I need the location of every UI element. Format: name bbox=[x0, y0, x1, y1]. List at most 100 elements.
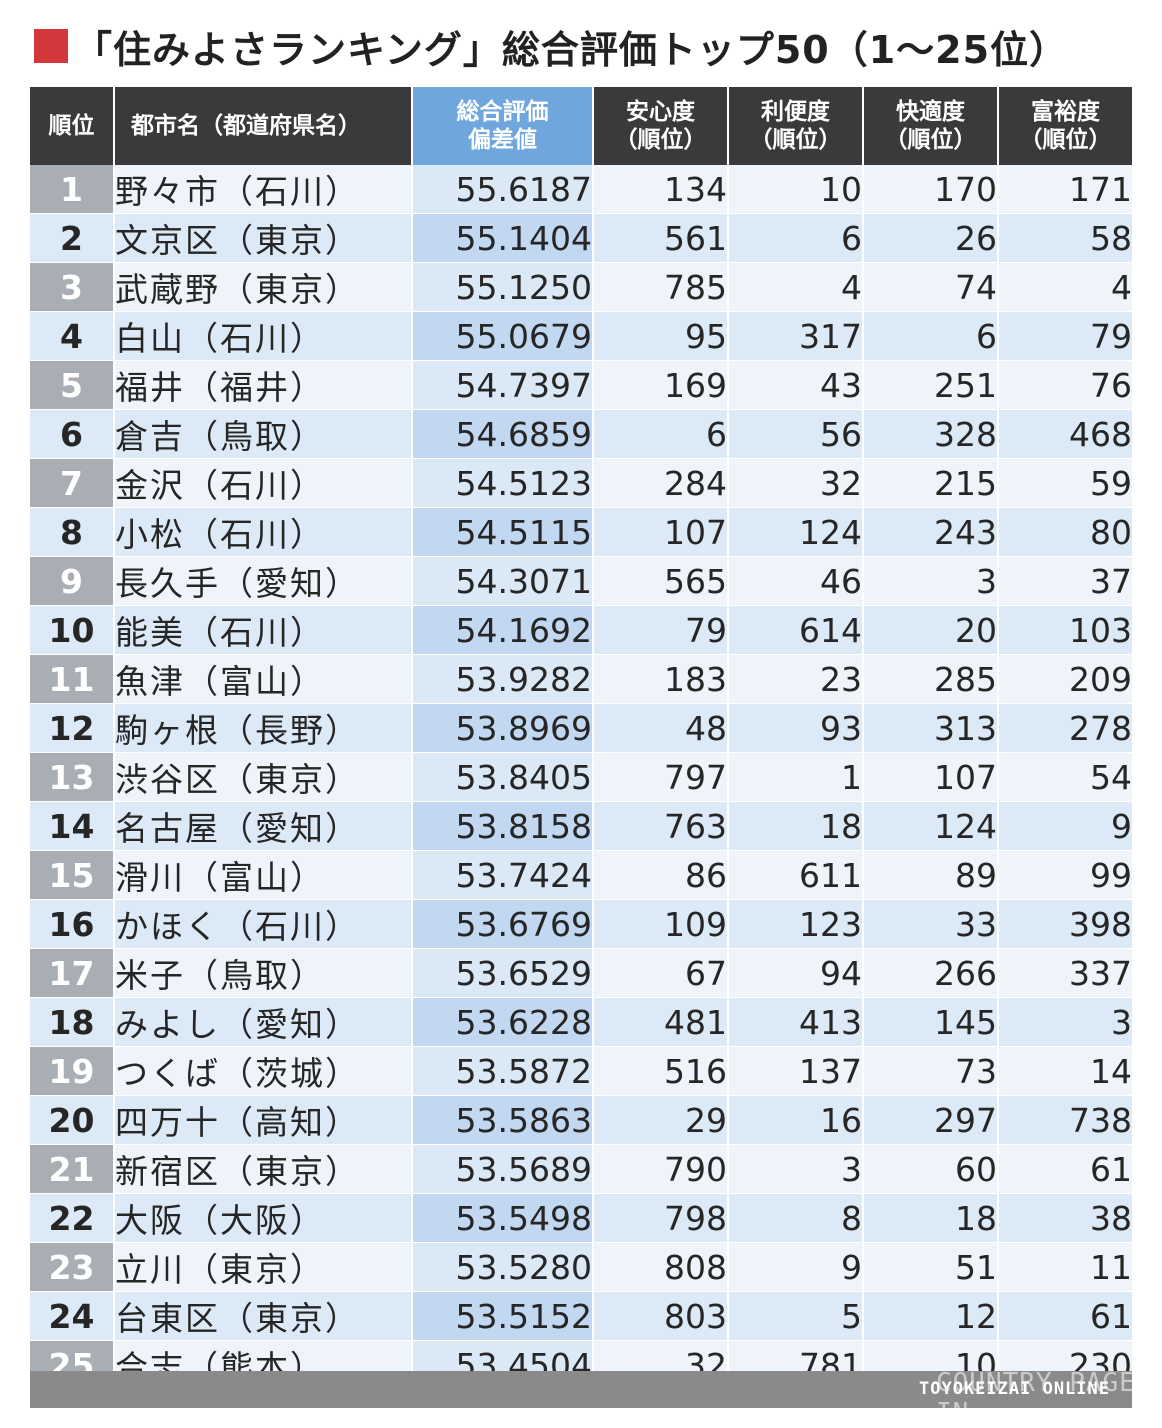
rank-cell: 14 bbox=[30, 801, 115, 851]
city-cell: 大阪（大阪） bbox=[114, 1193, 413, 1243]
safety-rank-cell: 798 bbox=[593, 1193, 729, 1243]
header-score: 総合評価 偏差値 bbox=[412, 87, 594, 165]
city-cell: 新宿区（東京） bbox=[114, 1144, 413, 1194]
convenience-rank-cell: 46 bbox=[728, 556, 864, 606]
table-row: 9 長久手（愛知） 54.3071 565 46 3 37 bbox=[30, 556, 1132, 606]
convenience-rank-cell: 18 bbox=[728, 801, 864, 851]
header-safety-line1: 安心度 bbox=[626, 99, 695, 125]
comfort-rank-cell: 145 bbox=[863, 997, 999, 1047]
title-square-icon bbox=[34, 29, 68, 63]
safety-rank-cell: 86 bbox=[593, 850, 729, 900]
convenience-rank-cell: 9 bbox=[728, 1242, 864, 1292]
rank-cell: 6 bbox=[30, 409, 115, 459]
city-cell: 文京区（東京） bbox=[114, 213, 413, 263]
convenience-rank-cell: 124 bbox=[728, 507, 864, 557]
table-row: 17 米子（鳥取） 53.6529 67 94 266 337 bbox=[30, 948, 1132, 998]
rank-cell: 22 bbox=[30, 1193, 115, 1243]
convenience-rank-cell: 32 bbox=[728, 458, 864, 508]
city-cell: 渋谷区（東京） bbox=[114, 752, 413, 802]
wealth-rank-cell: 337 bbox=[998, 948, 1132, 998]
score-cell: 55.1250 bbox=[412, 262, 594, 312]
rank-cell: 21 bbox=[30, 1144, 115, 1194]
header-safety-line2: （順位） bbox=[614, 127, 707, 153]
table-row: 18 みよし（愛知） 53.6228 481 413 145 3 bbox=[30, 997, 1132, 1047]
rank-cell: 13 bbox=[30, 752, 115, 802]
comfort-rank-cell: 18 bbox=[863, 1193, 999, 1243]
score-cell: 53.5280 bbox=[412, 1242, 594, 1292]
wealth-rank-cell: 61 bbox=[998, 1144, 1132, 1194]
comfort-rank-cell: 3 bbox=[863, 556, 999, 606]
page-title: 「住みよさランキング」総合評価トップ50（1〜25位） bbox=[74, 27, 1069, 72]
convenience-rank-cell: 611 bbox=[728, 850, 864, 900]
safety-rank-cell: 79 bbox=[593, 605, 729, 655]
rank-cell: 12 bbox=[30, 703, 115, 753]
score-cell: 53.5152 bbox=[412, 1291, 594, 1341]
table-row: 20 四万十（高知） 53.5863 29 16 297 738 bbox=[30, 1095, 1132, 1145]
score-cell: 54.1692 bbox=[412, 605, 594, 655]
comfort-rank-cell: 26 bbox=[863, 213, 999, 263]
header-city: 都市名（都道府県名） bbox=[114, 87, 413, 165]
rank-cell: 16 bbox=[30, 899, 115, 949]
wealth-rank-cell: 38 bbox=[998, 1193, 1132, 1243]
convenience-rank-cell: 93 bbox=[728, 703, 864, 753]
wealth-rank-cell: 468 bbox=[998, 409, 1132, 459]
header-convenience-line2: （順位） bbox=[749, 127, 842, 153]
city-cell: かほく（石川） bbox=[114, 899, 413, 949]
wealth-rank-cell: 58 bbox=[998, 213, 1132, 263]
comfort-rank-cell: 215 bbox=[863, 458, 999, 508]
comfort-rank-cell: 20 bbox=[863, 605, 999, 655]
table-row: 13 渋谷区（東京） 53.8405 797 1 107 54 bbox=[30, 752, 1132, 802]
wealth-rank-cell: 738 bbox=[998, 1095, 1132, 1145]
safety-rank-cell: 763 bbox=[593, 801, 729, 851]
score-cell: 53.8969 bbox=[412, 703, 594, 753]
table-row: 2 文京区（東京） 55.1404 561 6 26 58 bbox=[30, 213, 1132, 263]
wealth-rank-cell: 79 bbox=[998, 311, 1132, 361]
rank-cell: 4 bbox=[30, 311, 115, 361]
city-cell: 長久手（愛知） bbox=[114, 556, 413, 606]
comfort-rank-cell: 107 bbox=[863, 752, 999, 802]
city-cell: 四万十（高知） bbox=[114, 1095, 413, 1145]
table-row: 4 白山（石川） 55.0679 95 317 6 79 bbox=[30, 311, 1132, 361]
comfort-rank-cell: 328 bbox=[863, 409, 999, 459]
table-row: 5 福井（福井） 54.7397 169 43 251 76 bbox=[30, 360, 1132, 410]
wealth-rank-cell: 37 bbox=[998, 556, 1132, 606]
rank-cell: 24 bbox=[30, 1291, 115, 1341]
table-body: 1 野々市（石川） 55.6187 134 10 170 171 2 文京区（東京） 55.140… bbox=[30, 165, 1132, 1390]
header-wealth-line1: 富裕度 bbox=[1031, 99, 1100, 125]
safety-rank-cell: 561 bbox=[593, 213, 729, 263]
comfort-rank-cell: 243 bbox=[863, 507, 999, 557]
score-cell: 55.0679 bbox=[412, 311, 594, 361]
rank-cell: 1 bbox=[30, 165, 115, 214]
comfort-rank-cell: 51 bbox=[863, 1242, 999, 1292]
safety-rank-cell: 797 bbox=[593, 752, 729, 802]
safety-rank-cell: 785 bbox=[593, 262, 729, 312]
table-row: 8 小松（石川） 54.5115 107 124 243 80 bbox=[30, 507, 1132, 557]
rank-cell: 11 bbox=[30, 654, 115, 704]
safety-rank-cell: 29 bbox=[593, 1095, 729, 1145]
table-row: 24 台東区（東京） 53.5152 803 5 12 61 bbox=[30, 1291, 1132, 1341]
safety-rank-cell: 48 bbox=[593, 703, 729, 753]
wealth-rank-cell: 4 bbox=[998, 262, 1132, 312]
comfort-rank-cell: 12 bbox=[863, 1291, 999, 1341]
comfort-rank-cell: 313 bbox=[863, 703, 999, 753]
score-cell: 54.7397 bbox=[412, 360, 594, 410]
city-cell: 滑川（富山） bbox=[114, 850, 413, 900]
footer-bar: TOYOKEIZAI ONLINE bbox=[30, 1371, 1132, 1408]
watermark: COUNTRY PAGE IN bbox=[936, 1368, 1136, 1428]
rank-cell: 23 bbox=[30, 1242, 115, 1292]
city-cell: 名古屋（愛知） bbox=[114, 801, 413, 851]
safety-rank-cell: 183 bbox=[593, 654, 729, 704]
table-row: 10 能美（石川） 54.1692 79 614 20 103 bbox=[30, 605, 1132, 655]
city-cell: 小松（石川） bbox=[114, 507, 413, 557]
table-row: 19 つくば（茨城） 53.5872 516 137 73 14 bbox=[30, 1046, 1132, 1096]
table-row: 11 魚津（富山） 53.9282 183 23 285 209 bbox=[30, 654, 1132, 704]
comfort-rank-cell: 74 bbox=[863, 262, 999, 312]
wealth-rank-cell: 54 bbox=[998, 752, 1132, 802]
city-cell: 台東区（東京） bbox=[114, 1291, 413, 1341]
score-cell: 53.8158 bbox=[412, 801, 594, 851]
city-cell: みよし（愛知） bbox=[114, 997, 413, 1047]
comfort-rank-cell: 33 bbox=[863, 899, 999, 949]
rank-cell: 3 bbox=[30, 262, 115, 312]
city-cell: 白山（石川） bbox=[114, 311, 413, 361]
comfort-rank-cell: 60 bbox=[863, 1144, 999, 1194]
